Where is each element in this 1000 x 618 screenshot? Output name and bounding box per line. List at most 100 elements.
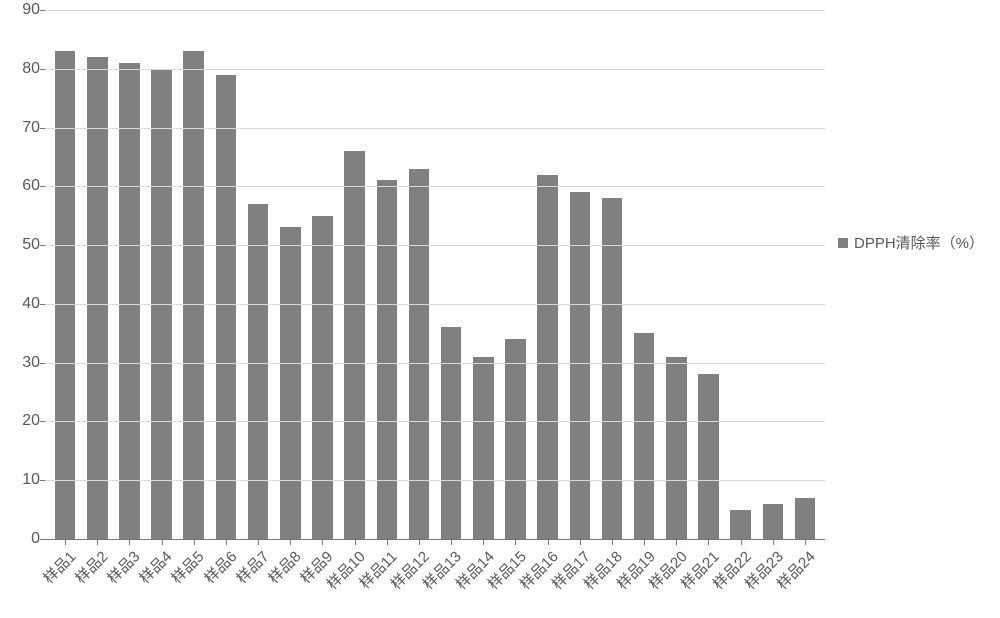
bar-slot — [789, 10, 821, 539]
x-tick-mark — [612, 540, 613, 545]
bar — [312, 216, 333, 539]
x-tick-mark — [483, 540, 484, 545]
bar — [698, 374, 719, 539]
bar-slot — [660, 10, 692, 539]
y-tick-mark — [40, 128, 45, 129]
bar — [634, 333, 655, 539]
x-tick-mark — [194, 540, 195, 545]
bar — [441, 327, 462, 539]
x-tick-mark — [451, 540, 452, 545]
bar-slot — [146, 10, 178, 539]
grid-line — [45, 186, 825, 187]
bar-slot — [49, 10, 81, 539]
y-tick-label: 30 — [5, 354, 40, 372]
bar-slot — [757, 10, 789, 539]
y-tick-label: 60 — [5, 177, 40, 195]
x-tick-mark — [644, 540, 645, 545]
x-tick-mark — [805, 540, 806, 545]
x-tick-mark — [419, 540, 420, 545]
bar-slot — [403, 10, 435, 539]
bar — [473, 357, 494, 539]
bar — [280, 227, 301, 539]
bar — [248, 204, 269, 539]
x-tick-mark — [676, 540, 677, 545]
bar-slot — [564, 10, 596, 539]
bar — [666, 357, 687, 539]
x-tick-mark — [226, 540, 227, 545]
x-axis-category-label: 样品3 — [102, 546, 144, 588]
bar-slot — [596, 10, 628, 539]
x-tick-mark — [548, 540, 549, 545]
bar — [119, 63, 140, 539]
x-tick-mark — [162, 540, 163, 545]
bar — [537, 175, 558, 539]
plot-area: 0102030405060708090 — [45, 10, 825, 540]
y-tick-mark — [40, 304, 45, 305]
bar-slot — [81, 10, 113, 539]
y-tick-mark — [40, 363, 45, 364]
bar-chart: 0102030405060708090 样品1样品2样品3样品4样品5样品6样品… — [0, 0, 1000, 618]
y-tick-label: 40 — [5, 295, 40, 313]
y-tick-label: 20 — [5, 412, 40, 430]
x-tick-mark — [741, 540, 742, 545]
x-axis-category-label: 样品7 — [231, 546, 273, 588]
grid-line — [45, 10, 825, 11]
bar-slot — [113, 10, 145, 539]
bar — [183, 51, 204, 539]
bar — [795, 498, 816, 539]
y-tick-mark — [40, 69, 45, 70]
bar-slot — [628, 10, 660, 539]
x-tick-mark — [129, 540, 130, 545]
x-tick-mark — [387, 540, 388, 545]
bar-slot — [274, 10, 306, 539]
x-axis-category-label: 样品1 — [38, 546, 80, 588]
y-tick-mark — [40, 539, 45, 540]
bar-slot — [725, 10, 757, 539]
bar-slot — [242, 10, 274, 539]
grid-line — [45, 69, 825, 70]
legend-swatch — [838, 238, 848, 248]
grid-line — [45, 245, 825, 246]
y-tick-mark — [40, 480, 45, 481]
x-axis-category-label: 样品6 — [199, 546, 241, 588]
bar — [505, 339, 526, 539]
bar-slot — [371, 10, 403, 539]
x-axis-category-label: 样品4 — [134, 546, 176, 588]
grid-line — [45, 304, 825, 305]
bar-slot — [532, 10, 564, 539]
x-tick-mark — [355, 540, 356, 545]
grid-line — [45, 363, 825, 364]
y-tick-mark — [40, 10, 45, 11]
x-tick-mark — [290, 540, 291, 545]
legend: DPPH清除率（%） — [838, 232, 984, 253]
bar-slot — [499, 10, 531, 539]
bar-slot — [435, 10, 467, 539]
bar — [409, 169, 430, 539]
x-tick-mark — [97, 540, 98, 545]
x-tick-mark — [515, 540, 516, 545]
y-tick-label: 10 — [5, 471, 40, 489]
bar-slot — [178, 10, 210, 539]
bar — [377, 180, 398, 539]
bar-slot — [467, 10, 499, 539]
y-tick-mark — [40, 186, 45, 187]
x-tick-mark — [65, 540, 66, 545]
bar — [602, 198, 623, 539]
y-tick-label: 90 — [5, 1, 40, 19]
x-tick-mark — [258, 540, 259, 545]
bar-slot — [306, 10, 338, 539]
x-axis-category-label: 样品5 — [167, 546, 209, 588]
x-tick-mark — [322, 540, 323, 545]
y-tick-label: 0 — [5, 530, 40, 548]
legend-label: DPPH清除率（%） — [854, 232, 984, 253]
y-tick-label: 70 — [5, 119, 40, 137]
y-tick-mark — [40, 245, 45, 246]
x-axis-category-label: 样品8 — [263, 546, 305, 588]
bar — [730, 510, 751, 539]
bar-slot — [339, 10, 371, 539]
x-tick-mark — [773, 540, 774, 545]
bar — [55, 51, 76, 539]
grid-line — [45, 480, 825, 481]
x-tick-mark — [708, 540, 709, 545]
grid-line — [45, 421, 825, 422]
